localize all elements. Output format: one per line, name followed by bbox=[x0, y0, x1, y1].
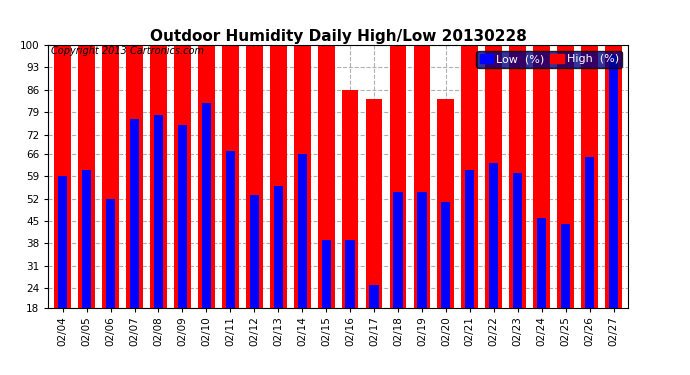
Bar bbox=[485, 10, 502, 308]
Bar bbox=[130, 118, 139, 308]
Title: Outdoor Humidity Daily High/Low 20130228: Outdoor Humidity Daily High/Low 20130228 bbox=[150, 29, 526, 44]
Bar bbox=[317, 45, 335, 308]
Bar bbox=[509, 29, 526, 308]
Bar bbox=[294, 26, 310, 307]
Bar bbox=[609, 55, 618, 308]
Bar bbox=[369, 285, 379, 308]
Bar bbox=[346, 240, 355, 308]
Bar bbox=[342, 90, 359, 308]
Bar bbox=[581, 0, 598, 308]
Bar bbox=[274, 186, 283, 308]
Bar bbox=[390, 10, 406, 308]
Bar bbox=[437, 99, 454, 308]
Bar bbox=[55, 45, 71, 308]
Bar bbox=[246, 45, 263, 308]
Bar bbox=[78, 45, 95, 308]
Legend: Low  (%), High  (%): Low (%), High (%) bbox=[476, 51, 622, 68]
Bar bbox=[393, 192, 402, 308]
Bar bbox=[413, 16, 431, 307]
Bar bbox=[561, 224, 570, 308]
Bar bbox=[222, 26, 239, 307]
Bar bbox=[537, 218, 546, 308]
Bar bbox=[178, 125, 187, 308]
Bar bbox=[442, 202, 451, 308]
Bar bbox=[270, 26, 286, 307]
Bar bbox=[585, 157, 594, 308]
Text: Copyright 2013 Cartronics.com: Copyright 2013 Cartronics.com bbox=[51, 46, 204, 56]
Bar bbox=[106, 199, 115, 308]
Bar bbox=[462, 29, 478, 308]
Bar bbox=[58, 176, 68, 308]
Bar bbox=[126, 0, 143, 308]
Bar bbox=[102, 45, 119, 308]
Bar bbox=[605, 0, 622, 308]
Bar bbox=[198, 0, 215, 308]
Bar bbox=[297, 154, 307, 308]
Bar bbox=[417, 192, 426, 308]
Bar bbox=[513, 173, 522, 308]
Bar bbox=[226, 151, 235, 308]
Bar bbox=[201, 103, 211, 308]
Bar bbox=[465, 170, 475, 308]
Bar bbox=[533, 39, 550, 308]
Bar bbox=[174, 39, 191, 308]
Bar bbox=[154, 116, 163, 308]
Bar bbox=[322, 240, 331, 308]
Bar bbox=[82, 170, 91, 308]
Bar bbox=[489, 164, 498, 308]
Bar bbox=[150, 16, 167, 307]
Bar bbox=[558, 39, 574, 308]
Bar bbox=[250, 195, 259, 308]
Bar bbox=[366, 99, 382, 308]
